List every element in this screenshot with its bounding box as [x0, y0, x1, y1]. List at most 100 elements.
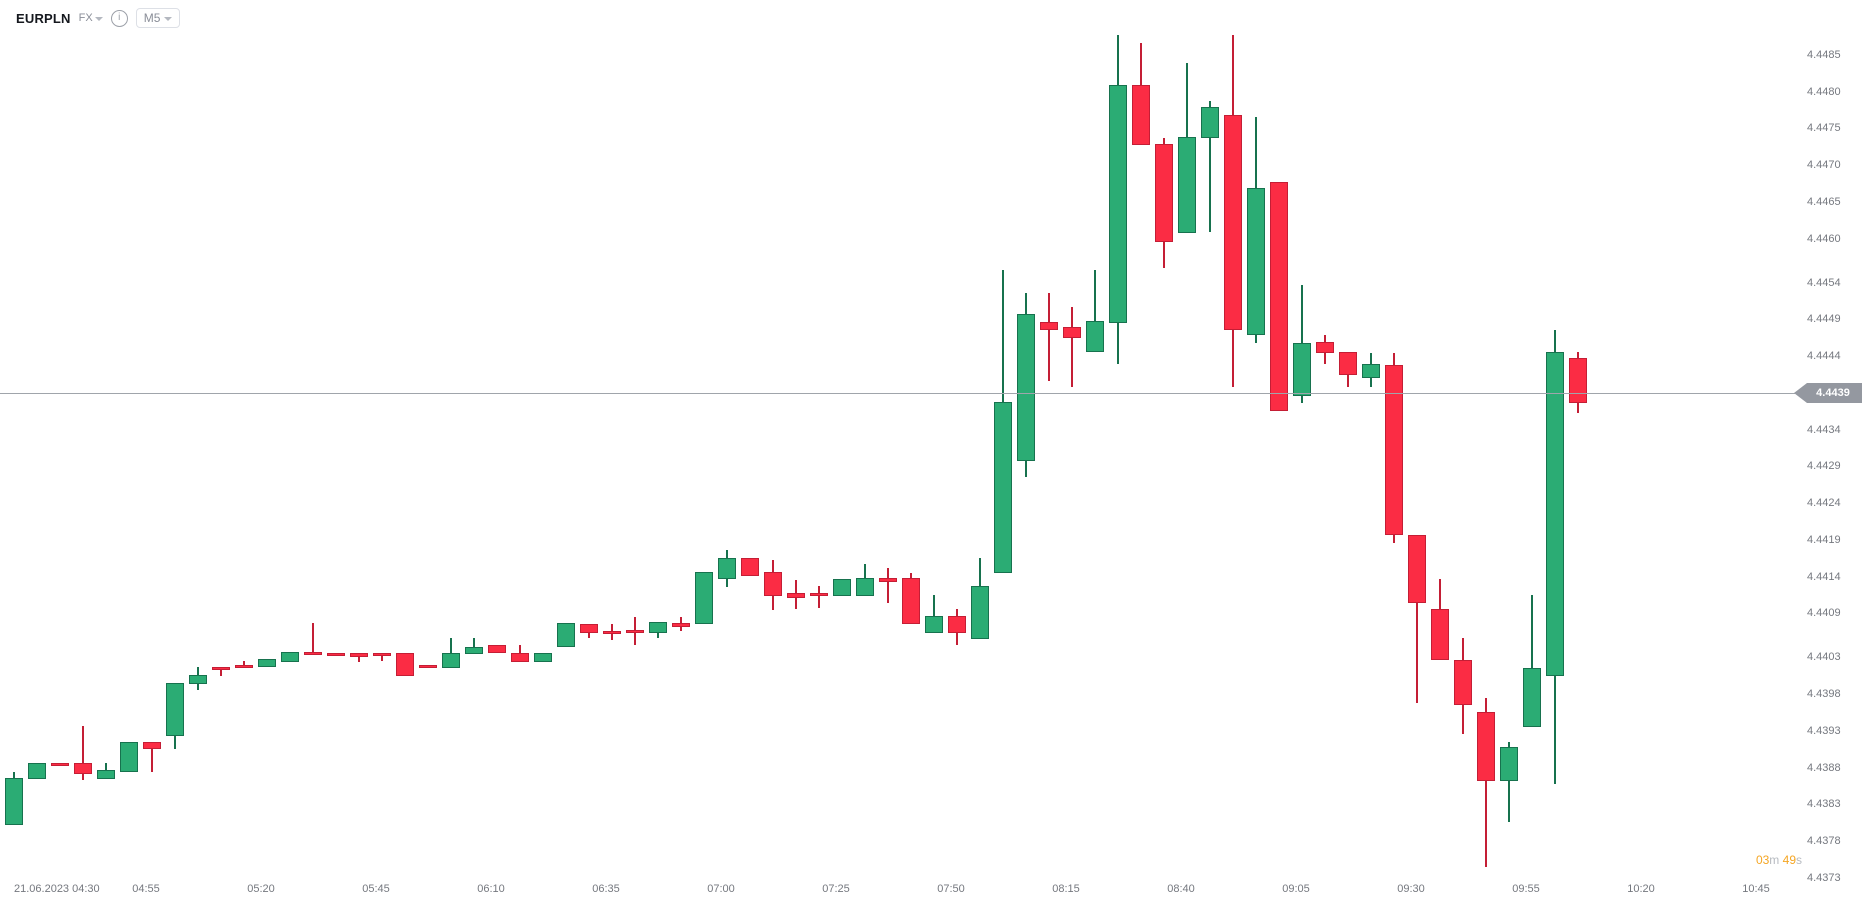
chevron-down-icon — [94, 16, 103, 21]
price-axis-label: 4.4454 — [1807, 276, 1841, 289]
candle-wick — [887, 568, 889, 603]
candle-wick — [1071, 306, 1073, 388]
candle-wick — [1209, 101, 1211, 233]
time-axis-label: 06:35 — [592, 883, 620, 895]
candle-body — [1385, 365, 1403, 535]
candle-wick — [312, 622, 314, 656]
price-axis-label: 4.4383 — [1807, 798, 1841, 811]
price-axis-label: 4.4449 — [1807, 313, 1841, 326]
time-axis-label: 06:10 — [477, 883, 505, 895]
time-axis-label: 10:20 — [1627, 883, 1655, 895]
time-axis-label: 05:45 — [362, 883, 390, 895]
candle-body — [1431, 608, 1449, 660]
market-label: FX — [78, 12, 93, 24]
price-axis-label: 4.4373 — [1807, 871, 1841, 884]
price-axis-label: 4.4480 — [1807, 85, 1841, 98]
price-axis-label: 4.4444 — [1807, 350, 1841, 363]
candle-body — [856, 578, 874, 597]
candle-body — [488, 644, 506, 653]
candle-body — [1201, 107, 1219, 138]
price-axis-label: 4.4475 — [1807, 122, 1841, 135]
market-selector[interactable]: FX — [79, 12, 103, 24]
candle-body — [925, 616, 943, 634]
time-axis-label: 04:55 — [132, 883, 160, 895]
candle-body — [1086, 320, 1104, 352]
price-axis-label: 4.4398 — [1807, 688, 1841, 701]
candle-wick — [243, 661, 245, 669]
candle-body — [580, 624, 598, 634]
price-axis-label: 4.4414 — [1807, 570, 1841, 583]
timeframe-dropdown[interactable]: M5 — [135, 8, 181, 28]
time-axis-label: 07:25 — [822, 883, 850, 895]
candle-wick — [151, 741, 153, 772]
candle-body — [1500, 746, 1518, 781]
candle-body — [902, 578, 920, 625]
candle-wick — [82, 725, 84, 781]
candle-body — [879, 578, 897, 582]
candle-body — [396, 652, 414, 677]
candle-wick — [220, 666, 222, 676]
candle-wick — [381, 652, 383, 662]
symbol-name: EURPLN — [16, 10, 71, 26]
candle-body — [1040, 322, 1058, 330]
candle-body — [1132, 85, 1150, 146]
candle-body — [1408, 535, 1426, 603]
candle-body — [258, 658, 276, 667]
candle-body — [189, 675, 207, 684]
candle-wick — [1416, 535, 1418, 703]
price-axis-label: 4.4434 — [1807, 423, 1841, 436]
candle-body — [235, 665, 253, 669]
price-axis-label: 4.4485 — [1807, 49, 1841, 61]
candle-body — [718, 558, 736, 579]
candle-body — [695, 572, 713, 625]
candle-wick — [1485, 697, 1487, 867]
candle-body — [948, 616, 966, 634]
time-axis-label: 10:45 — [1742, 883, 1770, 895]
candle-wick — [1048, 293, 1050, 382]
info-icon[interactable]: i — [110, 9, 128, 27]
candle-body — [1178, 137, 1196, 233]
price-axis-label: 4.4419 — [1807, 533, 1841, 546]
chevron-down-icon — [164, 16, 173, 21]
candle-body — [511, 652, 529, 662]
candle-wick — [933, 594, 935, 634]
candle-body — [419, 665, 437, 669]
candle-body — [1477, 711, 1495, 781]
price-axis-label: 4.4403 — [1807, 651, 1841, 664]
current-price-badge: 4.4439 — [1794, 383, 1862, 403]
candle-body — [649, 622, 667, 634]
candle-body — [442, 652, 460, 668]
chart-canvas[interactable] — [0, 0, 1795, 880]
candle-body — [1293, 342, 1311, 396]
price-axis-label: 4.4424 — [1807, 497, 1841, 510]
candle-body — [143, 741, 161, 750]
timeframe-label: M5 — [143, 11, 161, 25]
candle-body — [166, 683, 184, 736]
time-axis-label: 07:50 — [937, 883, 965, 895]
candle-body — [971, 586, 989, 639]
candle-body — [74, 763, 92, 775]
candle-body — [350, 652, 368, 657]
candle-body — [304, 652, 322, 656]
time-axis-label: 09:30 — [1397, 883, 1425, 895]
candle-body — [833, 578, 851, 597]
candle-body — [1546, 351, 1564, 676]
candle-body — [764, 572, 782, 597]
candle-body — [1339, 351, 1357, 376]
candle-body — [373, 652, 391, 656]
time-axis-label: 07:00 — [707, 883, 735, 895]
candle-body — [741, 558, 759, 576]
candle-body — [212, 666, 230, 670]
candle-body — [281, 652, 299, 662]
time-axis-label: 08:15 — [1052, 883, 1080, 895]
countdown-seconds-unit: s — [1796, 853, 1802, 867]
candle-body — [1362, 364, 1380, 379]
candle-body — [672, 622, 690, 627]
time-axis-label: 05:20 — [247, 883, 275, 895]
price-axis-label: 4.4409 — [1807, 607, 1841, 620]
candle-wick — [1094, 270, 1096, 352]
candle-wick — [473, 637, 475, 654]
candle-wick — [1508, 741, 1510, 822]
candle-body — [1569, 357, 1587, 404]
price-axis-label: 4.4388 — [1807, 761, 1841, 774]
